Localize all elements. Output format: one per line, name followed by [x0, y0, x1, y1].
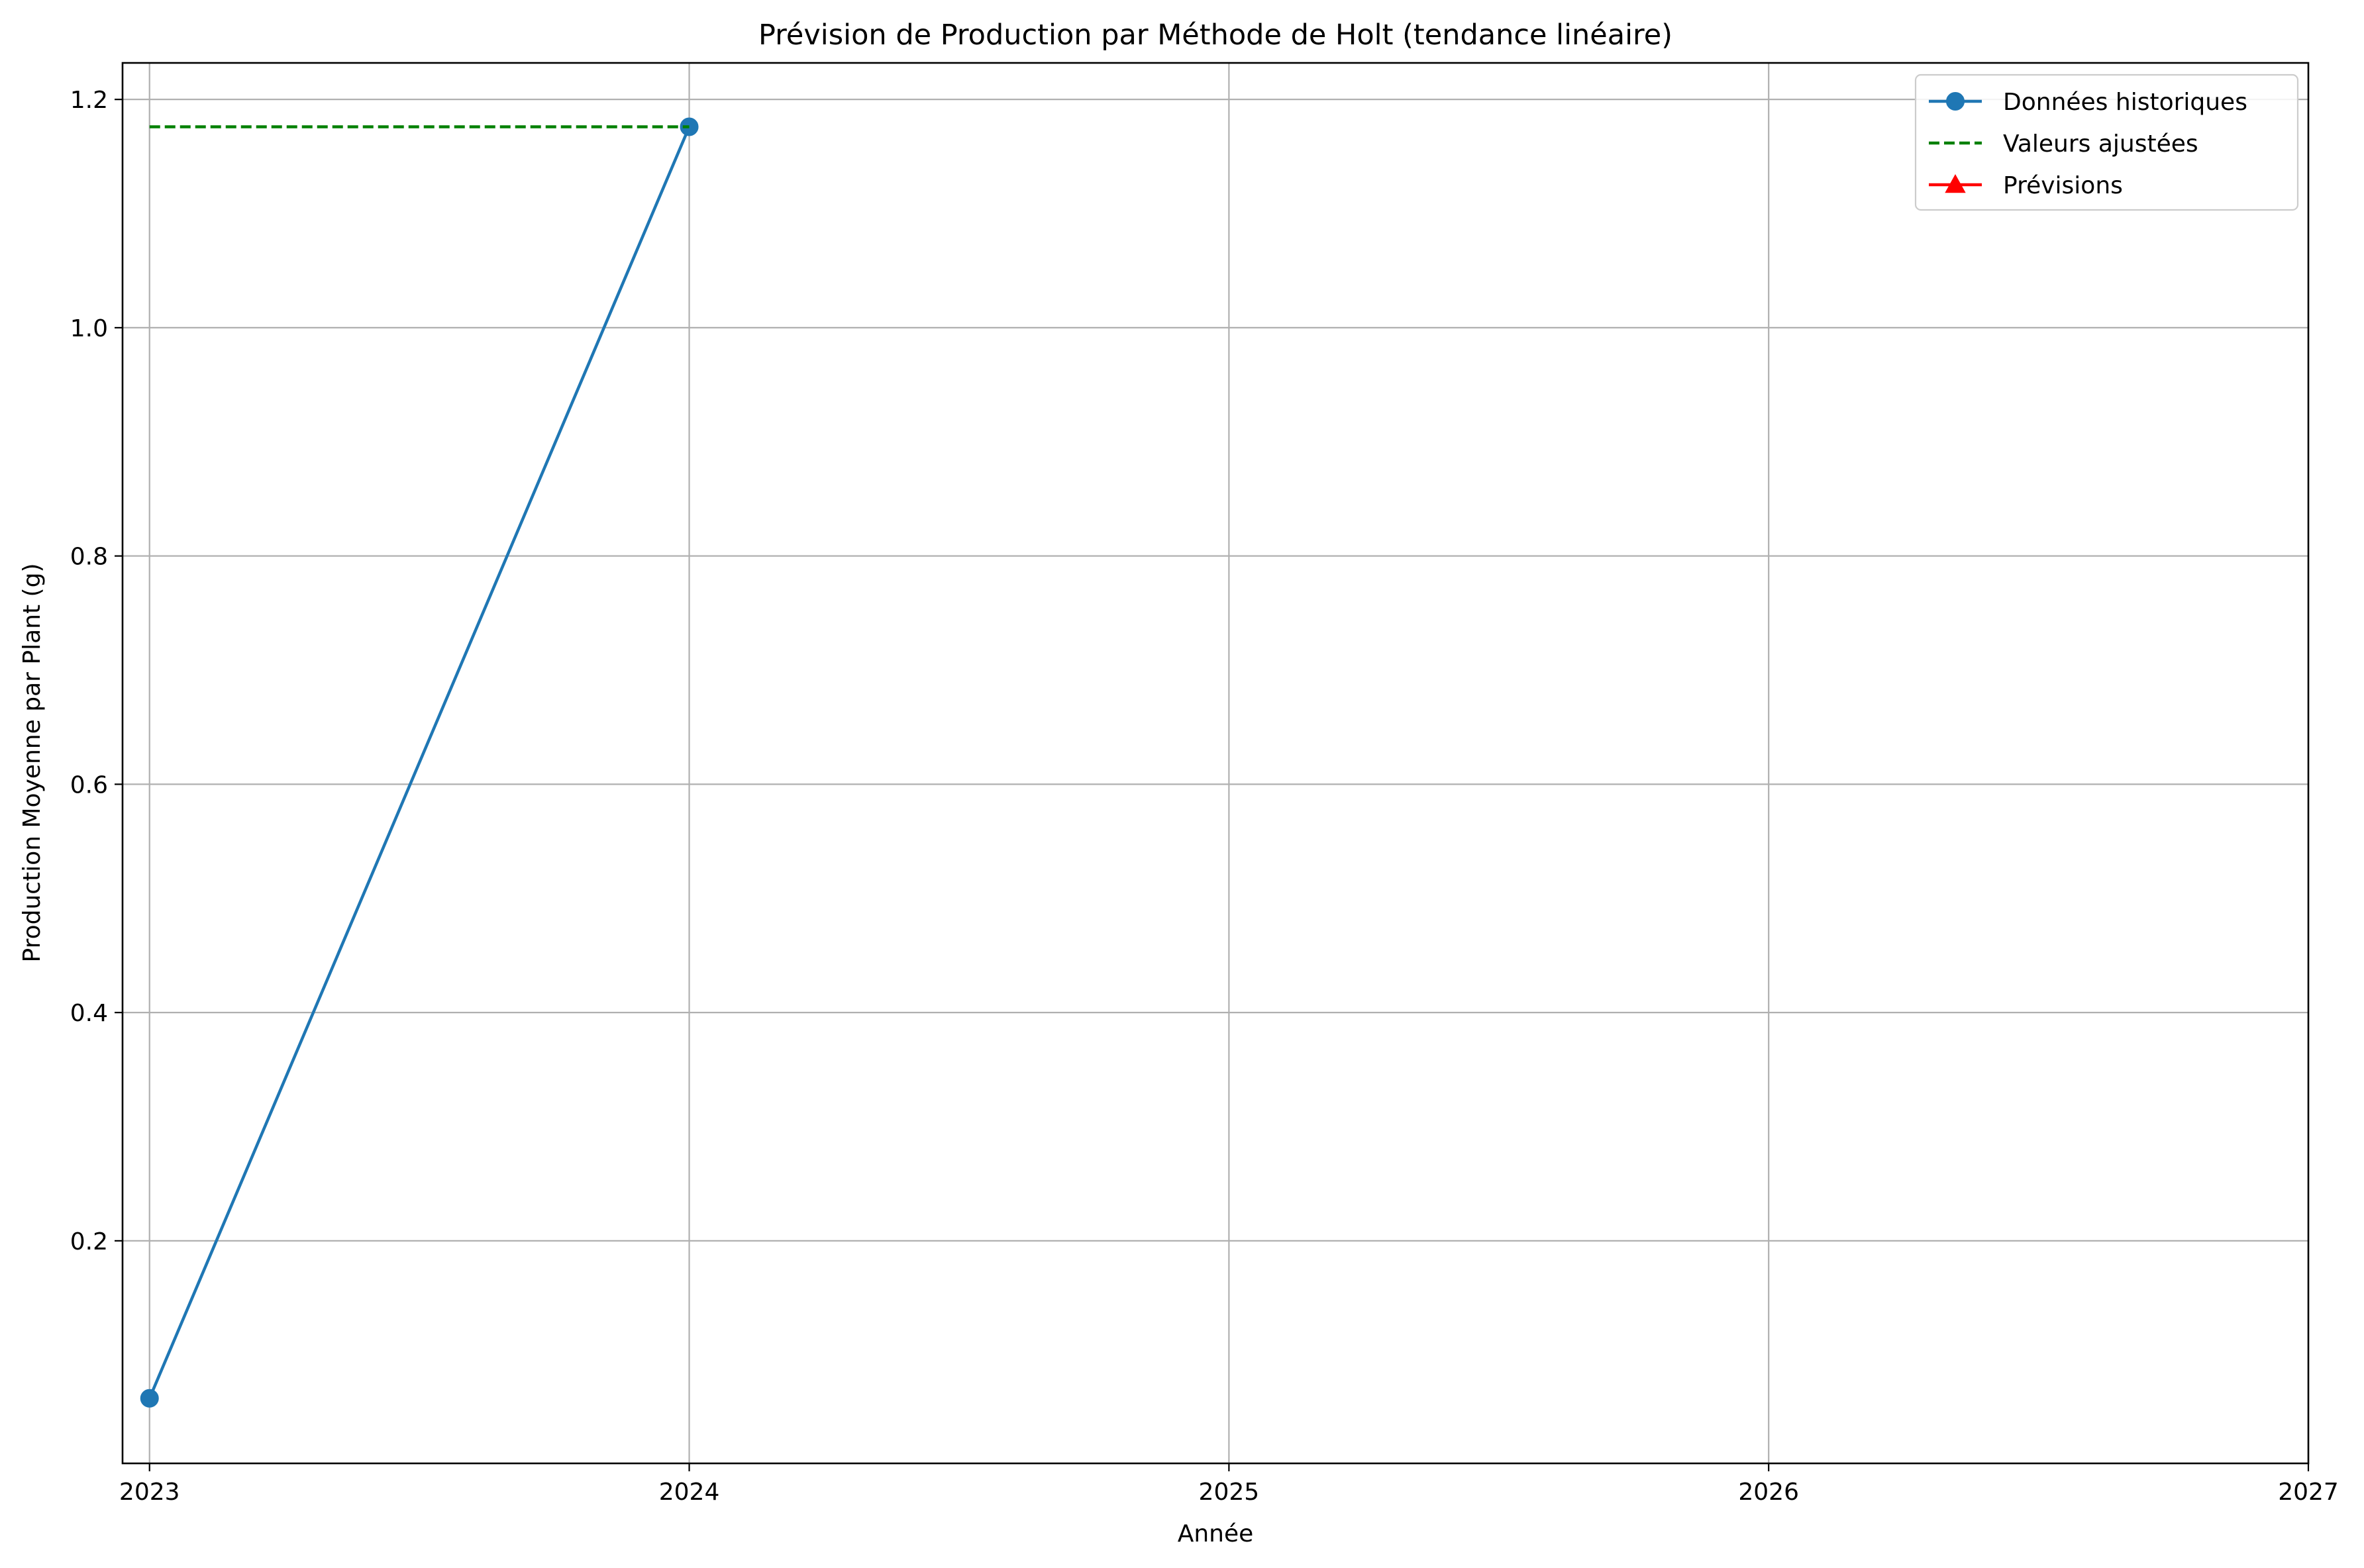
legend-swatch-marker [1946, 92, 1965, 111]
y-axis-label: Production Moyenne par Plant (g) [19, 564, 46, 963]
legend-item: Données historiques [1929, 89, 2247, 116]
series-point [140, 1389, 159, 1408]
legend-label: Valeurs ajustées [2003, 130, 2198, 158]
axes-frame [121, 62, 2310, 1465]
legend-label: Prévisions [2003, 172, 2123, 199]
y-tick-label: 1.2 [70, 87, 108, 114]
y-tick-label: 0.4 [70, 1000, 108, 1027]
legend-item: Valeurs ajustées [1929, 130, 2198, 158]
series-line [148, 126, 691, 1399]
ticks: 2023 2024 2025 2026 2027 0.2 0.4 0.6 0.8 1.0 1.2 [70, 87, 2339, 1506]
x-tick-label: 2027 [2278, 1479, 2339, 1506]
legend-swatch-marker [1945, 173, 1966, 193]
y-tick-label: 0.6 [70, 771, 108, 799]
y-tick-label: 0.2 [70, 1228, 108, 1255]
y-tick-label: 0.8 [70, 544, 108, 571]
legend-box [1914, 74, 2299, 211]
legend: Données historiques Valeurs ajustées Prévi… [1914, 74, 2299, 211]
series-layer [140, 117, 699, 1408]
legend-label: Données historiques [2003, 89, 2247, 116]
chart-title: Prévision de Production par Méthode de H… [758, 19, 1672, 52]
x-axis-label: Année [1178, 1520, 1254, 1547]
legend-item: Prévisions [1929, 172, 2123, 199]
x-tick-label: 2026 [1738, 1479, 1799, 1506]
y-tick-label: 1.0 [70, 315, 108, 342]
x-tick-label: 2023 [119, 1479, 180, 1506]
x-tick-label: 2025 [1199, 1479, 1260, 1506]
x-tick-label: 2024 [659, 1479, 720, 1506]
